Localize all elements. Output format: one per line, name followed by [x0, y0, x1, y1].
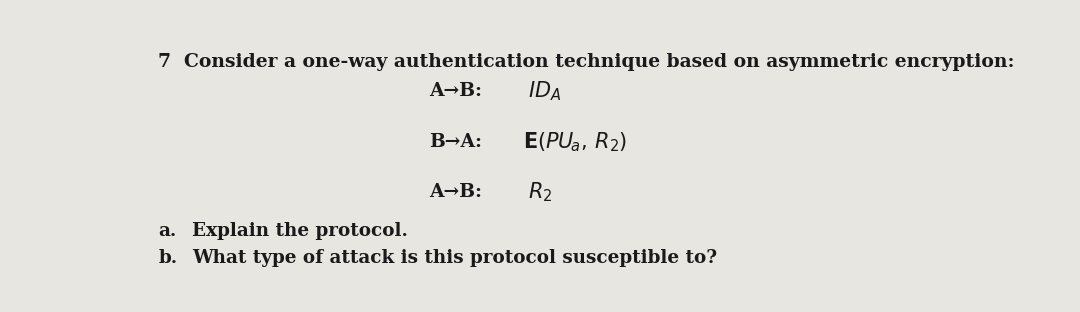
Text: $R_2$: $R_2$ — [528, 181, 553, 204]
Text: a.: a. — [159, 222, 177, 241]
Text: $\mathbf{E}(\mathit{PU}_{\!a},\,R_2)$: $\mathbf{E}(\mathit{PU}_{\!a},\,R_2)$ — [523, 130, 626, 154]
Text: 7  Consider a one-way authentication technique based on asymmetric encryption:: 7 Consider a one-way authentication tech… — [159, 53, 1015, 71]
Text: What type of attack is this protocol susceptible to?: What type of attack is this protocol sus… — [192, 249, 717, 267]
Text: Explain the protocol.: Explain the protocol. — [192, 222, 408, 241]
Text: $\mathit{ID}_A$: $\mathit{ID}_A$ — [528, 80, 562, 103]
Text: A→B:: A→B: — [430, 183, 483, 201]
Text: A→B:: A→B: — [430, 82, 483, 100]
Text: b.: b. — [159, 249, 177, 267]
Text: B→A:: B→A: — [430, 133, 483, 151]
